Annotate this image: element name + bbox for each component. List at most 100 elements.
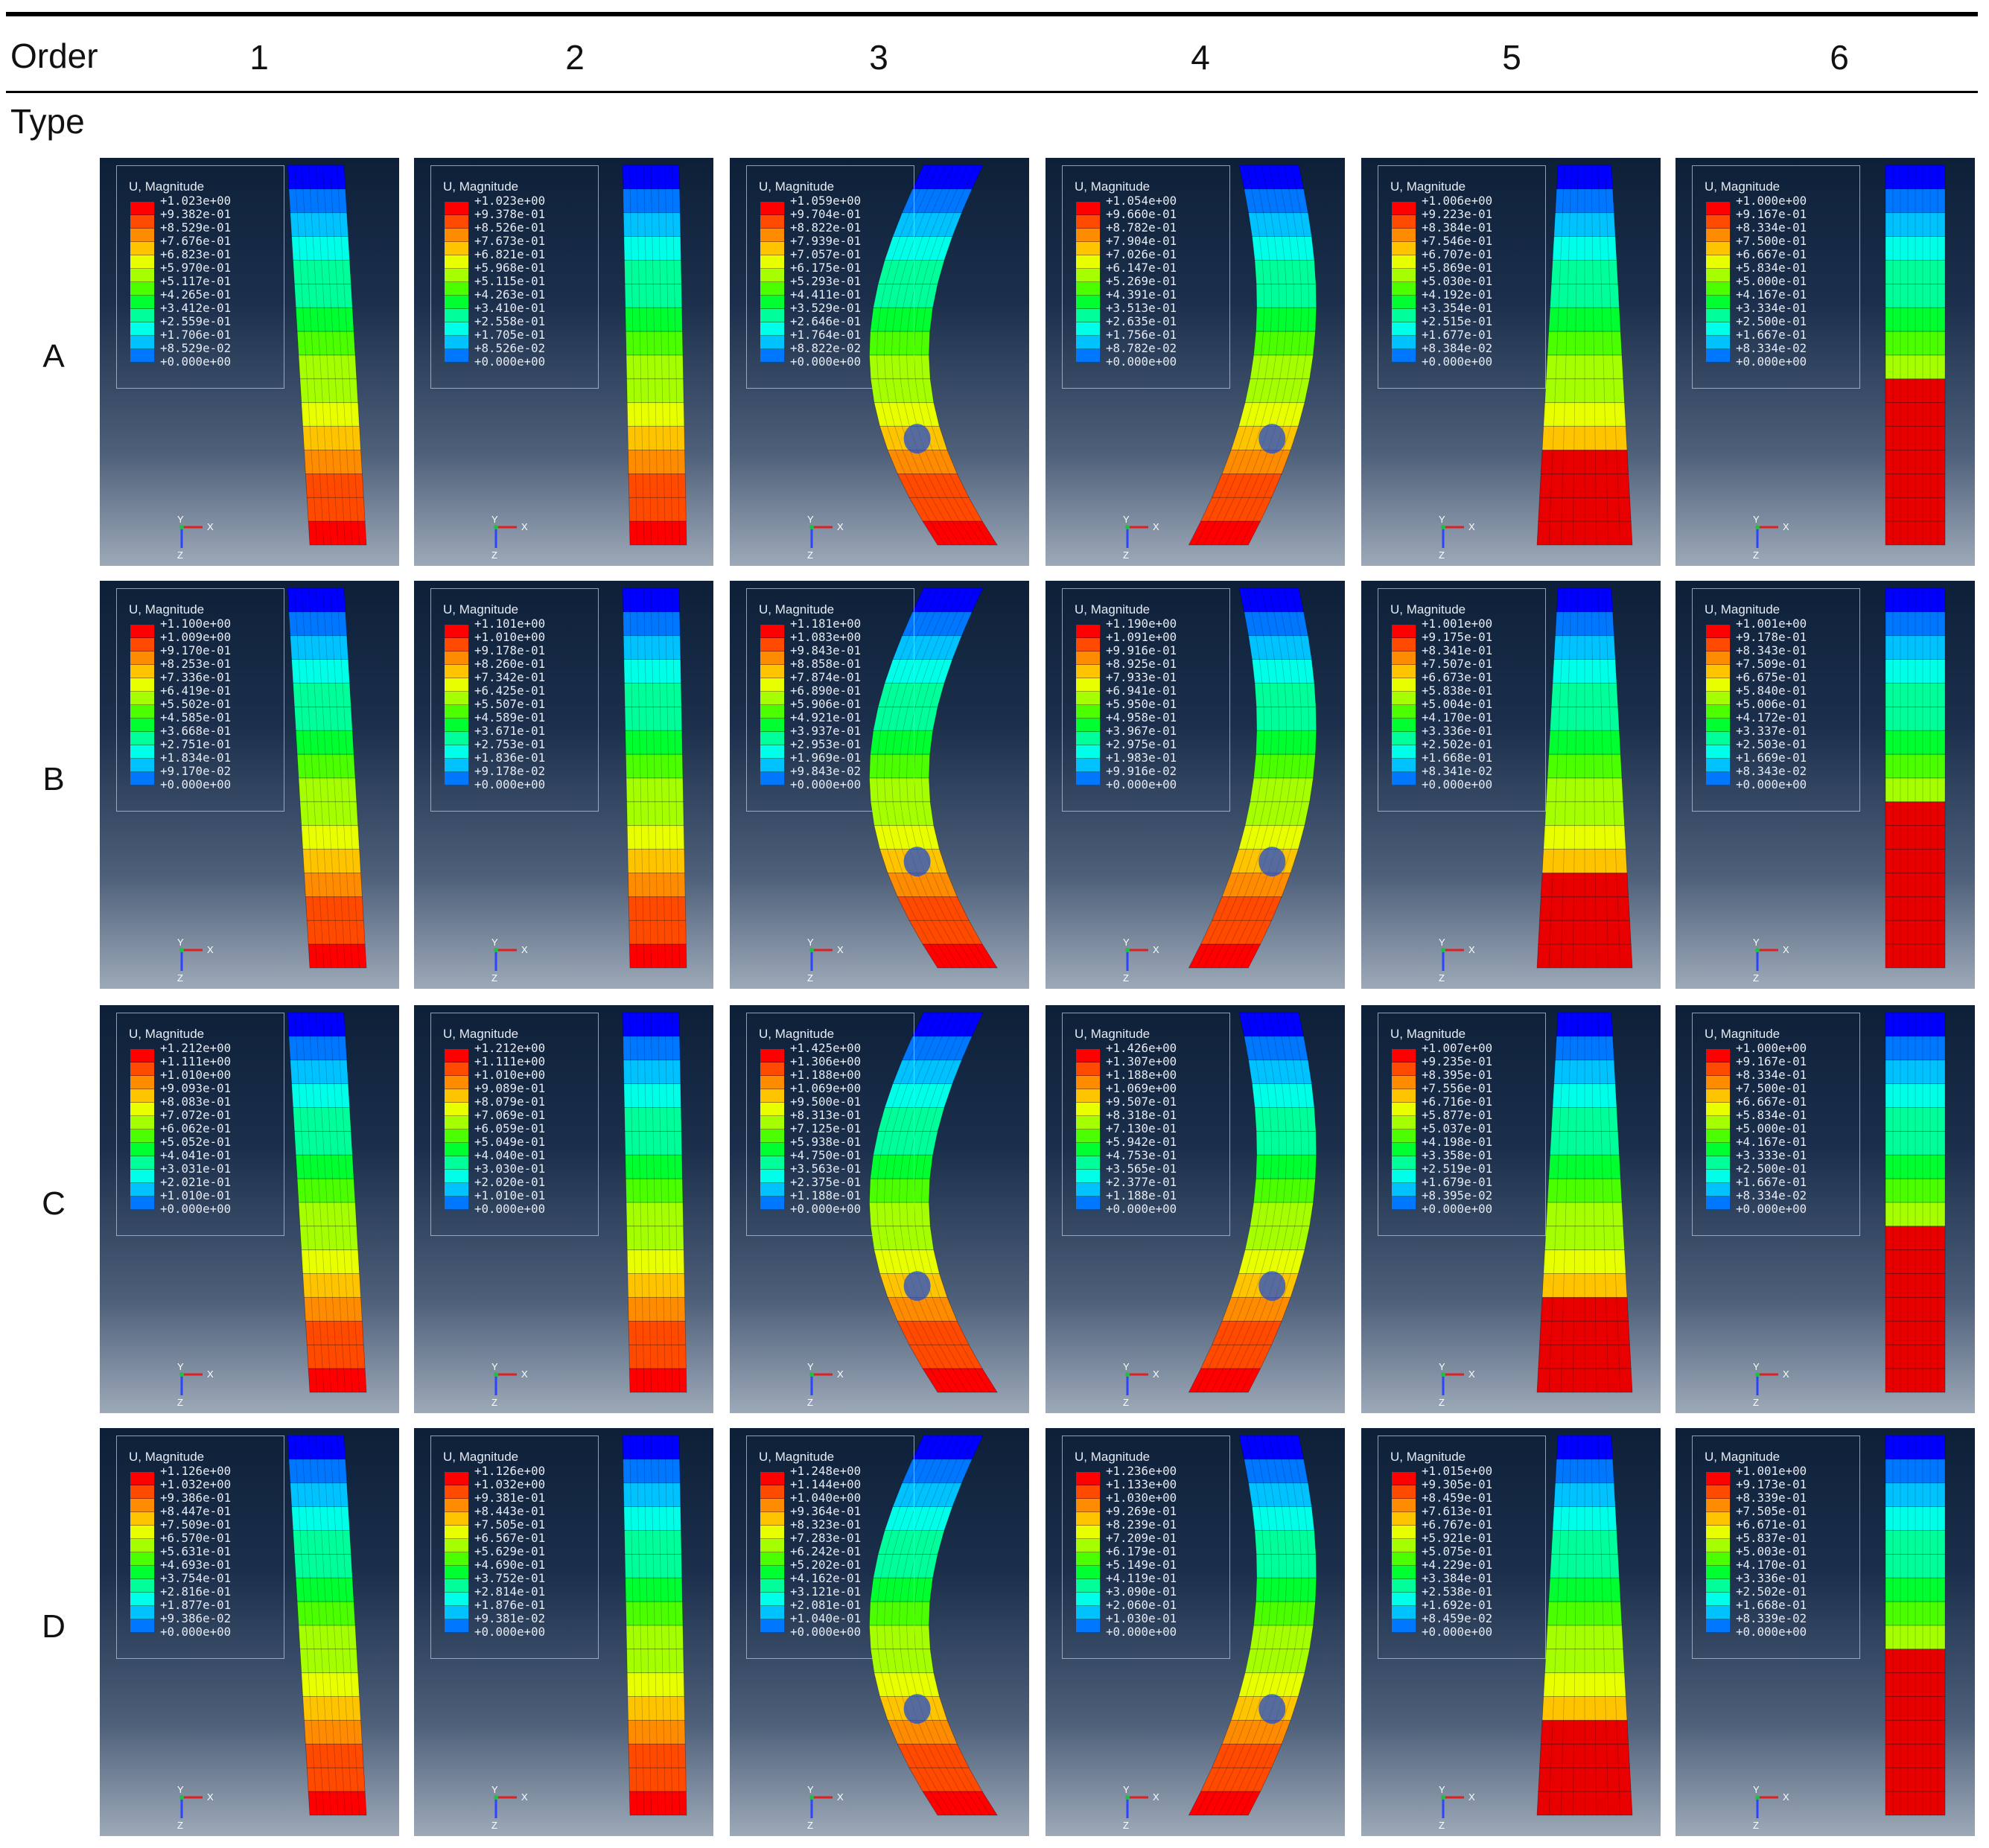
legend-swatch — [1076, 1606, 1100, 1619]
svg-text:X: X — [1783, 521, 1789, 532]
mesh-line — [643, 165, 652, 546]
legend-title: U, Magnitude — [1075, 602, 1151, 616]
legend-value: +4.170e-01 — [1422, 710, 1493, 724]
legend-value: +5.003e-01 — [1736, 1544, 1807, 1558]
axis-triad-icon: X Y Z — [807, 1785, 844, 1830]
mesh-line — [1560, 1435, 1572, 1816]
legend-swatch — [130, 242, 154, 255]
legend-swatch — [1076, 309, 1100, 322]
legend-value: +8.925e-01 — [1106, 657, 1177, 671]
legend-title: U, Magnitude — [443, 1450, 519, 1464]
legend-value: +7.130e-01 — [1106, 1121, 1177, 1135]
svg-text:X: X — [837, 1791, 844, 1803]
column-header-6: 6 — [1830, 38, 1849, 77]
mesh-line — [1572, 587, 1579, 969]
legend-value: +3.121e-01 — [790, 1584, 862, 1599]
mesh-line — [322, 587, 346, 969]
legend-value: +5.968e-01 — [474, 261, 546, 275]
mesh-line — [643, 1435, 652, 1816]
legend-colorbar — [445, 1049, 468, 1210]
legend-swatch — [1392, 1485, 1416, 1499]
legend-swatch — [1392, 772, 1416, 786]
legend-swatch — [760, 1170, 784, 1183]
legend-swatch — [1706, 759, 1730, 772]
legend-value: +7.505e-01 — [1736, 1504, 1807, 1518]
mesh-line — [1548, 1435, 1565, 1816]
top-rule — [6, 12, 1978, 16]
contour-panel-A3: U, Magnitude +1.059e+00 +9.704e-01 +8.822e-… — [730, 158, 1029, 566]
buckling-dimple — [1258, 847, 1286, 877]
contour-panel-D3: U, Magnitude +1.248e+00 +1.144e+00 +1.040e+… — [730, 1428, 1029, 1836]
legend-value: +5.149e-01 — [1106, 1558, 1177, 1572]
legend-swatch — [445, 1539, 468, 1552]
legend-values: +1.006e+00 +9.223e-01 +8.384e-01 +7.546e-01… — [1422, 194, 1492, 369]
legend-value: +1.023e+00 — [474, 194, 546, 208]
legend-swatch — [1076, 1049, 1100, 1062]
legend-swatch — [1076, 1566, 1100, 1579]
legend-value: +7.057e-01 — [790, 247, 862, 261]
svg-text:Y: Y — [177, 1363, 184, 1372]
contour-panel-A5: U, Magnitude +1.006e+00 +9.223e-01 +8.384e-… — [1361, 158, 1661, 566]
contour-panel-C3: U, Magnitude +1.425e+00 +1.306e+00 +1.188e+… — [730, 1005, 1029, 1413]
legend-value: +7.283e-01 — [790, 1531, 862, 1545]
legend-value: +3.030e-01 — [474, 1162, 546, 1176]
column-header-2: 2 — [565, 38, 585, 77]
legend-swatch — [130, 229, 154, 242]
legend-colorbar — [1706, 202, 1730, 363]
legend-value: +7.500e-01 — [1736, 234, 1807, 248]
legend-value: +1.126e+00 — [160, 1464, 232, 1478]
legend-value: +2.519e-01 — [1422, 1162, 1493, 1176]
legend-swatch — [130, 296, 154, 309]
type-header: Type — [10, 102, 85, 141]
svg-text:Z: Z — [491, 1820, 497, 1830]
legend-values: +1.001e+00 +9.175e-01 +8.341e-01 +7.507e-01… — [1422, 617, 1492, 791]
legend-value: +0.000e+00 — [474, 1625, 546, 1639]
legend-swatch — [130, 625, 154, 638]
legend-values: +1.023e+00 +9.378e-01 +8.526e-01 +7.673e-01… — [474, 194, 545, 369]
legend-swatch — [130, 349, 154, 363]
magnitude-legend: U, Magnitude +1.000e+00 +9.167e-01 +8.334e-… — [1692, 1013, 1860, 1236]
legend-value: +0.000e+00 — [790, 1202, 862, 1216]
mesh-line — [884, 165, 953, 546]
legend-value: +1.306e+00 — [790, 1054, 862, 1068]
contour-band — [628, 1791, 687, 1816]
mesh-line — [672, 165, 680, 546]
legend-swatch — [1076, 1170, 1100, 1183]
legend-swatch — [1076, 1552, 1100, 1566]
legend-value: +5.049e-01 — [474, 1135, 546, 1149]
legend-value: +4.585e-01 — [160, 710, 232, 724]
mesh-line — [1226, 1435, 1294, 1816]
legend-value: +7.125e-01 — [790, 1121, 862, 1135]
legend-value: +0.000e+00 — [1106, 777, 1177, 791]
mesh-line — [301, 1435, 325, 1816]
axis-triad-icon: X Y Z — [177, 1785, 214, 1830]
legend-values: +1.015e+00 +9.305e-01 +8.459e-01 +7.613e-01… — [1422, 1465, 1492, 1639]
legend-value: +1.001e+00 — [1422, 616, 1493, 631]
legend-value: +7.342e-01 — [474, 670, 546, 684]
legend-swatch — [445, 309, 468, 322]
mesh-line — [672, 1012, 680, 1393]
svg-text:X: X — [1153, 1791, 1159, 1803]
legend-value: +2.377e-01 — [1106, 1175, 1177, 1189]
legend-value: +3.671e-01 — [474, 724, 546, 738]
legend-value: +2.753e-01 — [474, 737, 546, 751]
legend-value: +4.198e-01 — [1422, 1135, 1493, 1149]
legend-swatch — [1706, 309, 1730, 322]
specimen-contour — [622, 165, 687, 546]
contour-panel-D2: U, Magnitude +1.126e+00 +1.032e+00 +9.381e-… — [414, 1428, 713, 1836]
mesh-line — [1591, 1012, 1597, 1393]
legend-value: +7.556e-01 — [1422, 1081, 1493, 1095]
legend-swatch — [1706, 638, 1730, 651]
svg-text:Y: Y — [1439, 1785, 1445, 1795]
legend-swatch — [1392, 1116, 1416, 1129]
legend-value: +1.069e+00 — [790, 1081, 862, 1095]
legend-value: +4.391e-01 — [1106, 287, 1177, 302]
mesh-line — [308, 1012, 331, 1393]
legend-value: +5.906e-01 — [790, 697, 862, 711]
legend-value: +8.334e-02 — [1736, 1188, 1807, 1202]
svg-text:Y: Y — [1753, 1785, 1760, 1795]
svg-text:X: X — [207, 1369, 214, 1380]
legend-value: +2.060e-01 — [1106, 1598, 1177, 1612]
mesh-line — [891, 587, 961, 969]
legend-swatch — [1392, 1606, 1416, 1619]
